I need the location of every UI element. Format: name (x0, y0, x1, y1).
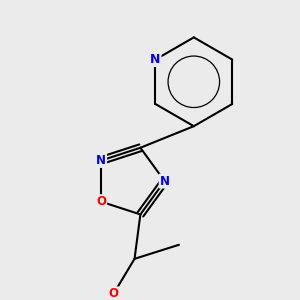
Text: N: N (96, 154, 106, 167)
Text: O: O (96, 195, 106, 208)
Text: N: N (150, 53, 161, 66)
Text: N: N (160, 175, 170, 188)
Text: O: O (109, 287, 118, 300)
